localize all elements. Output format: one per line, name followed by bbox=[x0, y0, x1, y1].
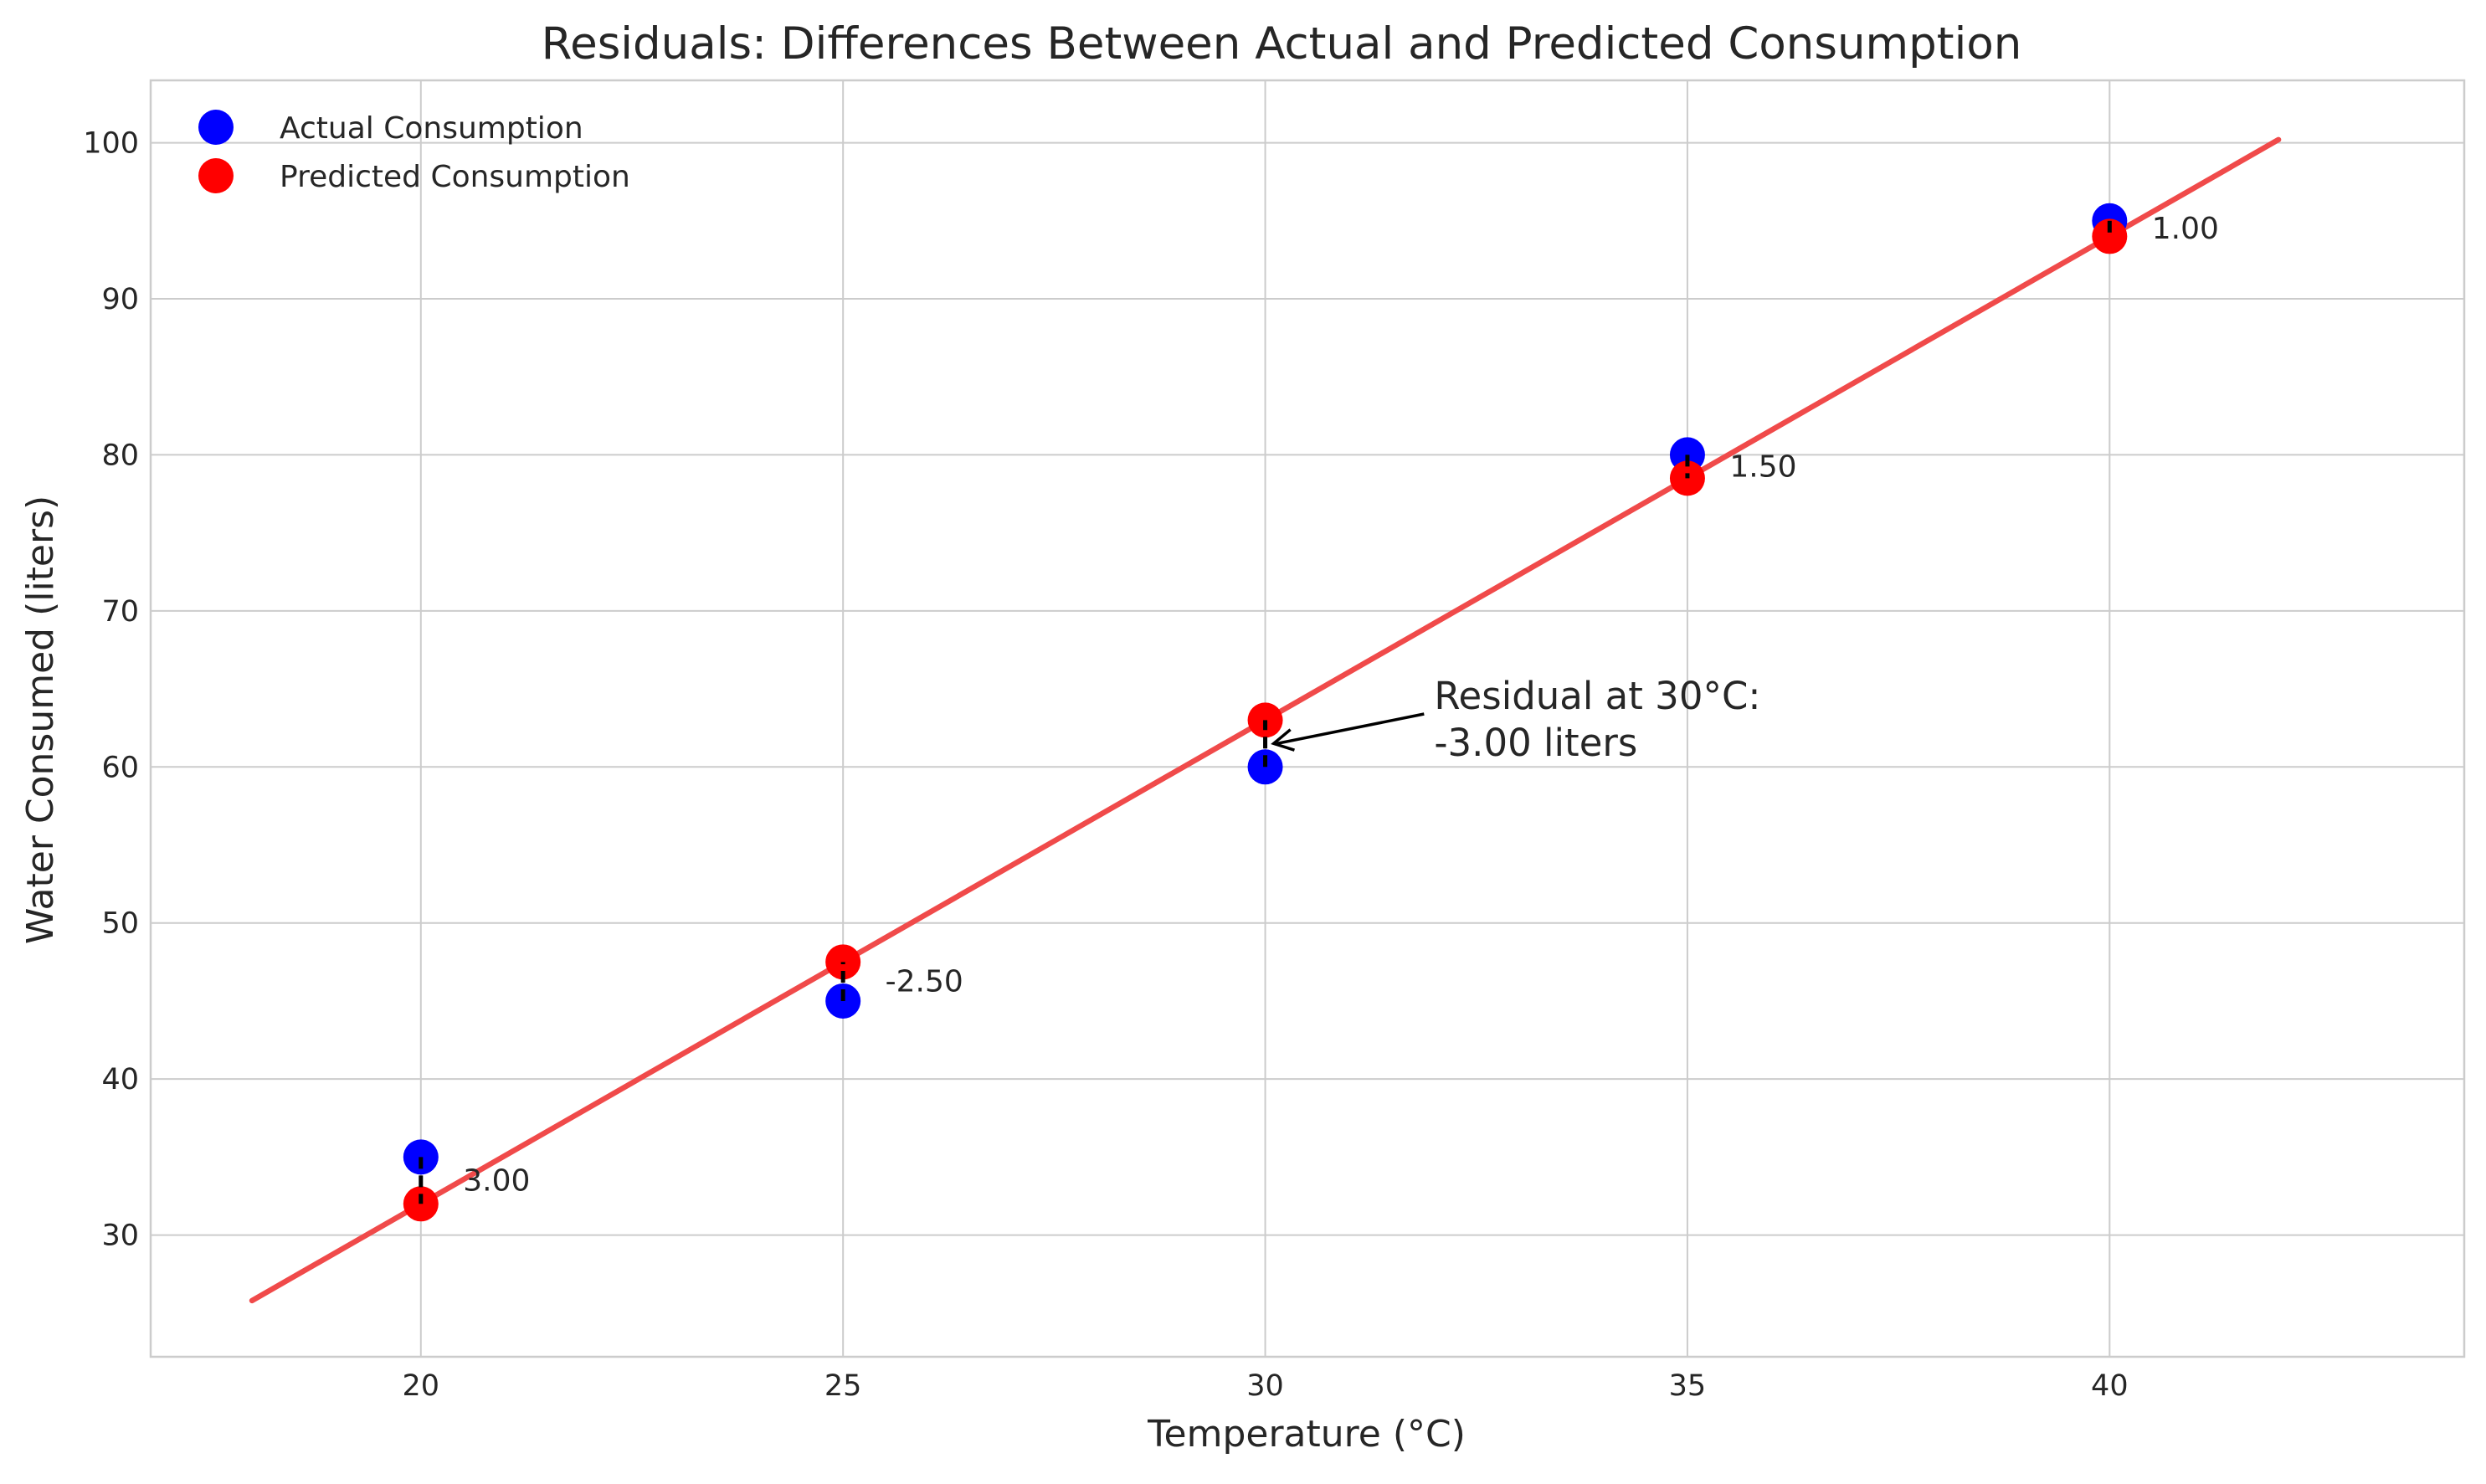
legend-label-predicted: Predicted Consumption bbox=[280, 160, 630, 194]
legend-marker-actual bbox=[198, 110, 234, 145]
x-axis-label: Temperature (°C) bbox=[1147, 1413, 1466, 1456]
y-tick-label: 90 bbox=[101, 283, 139, 316]
legend-label-actual: Actual Consumption bbox=[280, 111, 583, 146]
y-tick-label: 70 bbox=[101, 595, 139, 629]
residual-label: 1.50 bbox=[1729, 449, 1796, 484]
y-tick-label: 100 bbox=[83, 127, 139, 161]
y-tick-label: 60 bbox=[101, 751, 139, 784]
y-axis-label: Water Consumed (liters) bbox=[19, 496, 62, 944]
y-tick-label: 40 bbox=[101, 1063, 139, 1096]
annotation-line: Residual at 30°C: bbox=[1434, 674, 1760, 718]
residual-label: -2.50 bbox=[886, 965, 963, 999]
annotation-line: -3.00 liters bbox=[1434, 721, 1637, 765]
residual-label: 3.00 bbox=[463, 1163, 530, 1198]
legend-marker-predicted bbox=[198, 158, 234, 193]
annotation-text: Residual at 30°C: -3.00 liters bbox=[1434, 674, 1760, 765]
annotation-arrow-head bbox=[1271, 728, 1295, 752]
chart-title: Residuals: Differences Between Actual an… bbox=[542, 18, 2022, 69]
residual-layer: 3.00 -2.50 1.50 1.00 bbox=[419, 212, 2219, 1204]
y-tick-label: 80 bbox=[101, 439, 139, 472]
x-tick-label: 35 bbox=[1669, 1369, 1707, 1403]
y-tick-label: 50 bbox=[101, 907, 139, 941]
axes-layer: 20 25 30 35 40 30 40 50 60 70 80 90 100 bbox=[83, 79, 2466, 1403]
x-tick-label: 25 bbox=[824, 1369, 862, 1403]
annotation-arrow-shaft bbox=[1276, 712, 1425, 746]
predicted-point bbox=[2092, 218, 2128, 254]
x-tick-label: 40 bbox=[2091, 1369, 2129, 1403]
x-tick-label: 20 bbox=[403, 1369, 440, 1403]
legend: Actual Consumption Predicted Consumption bbox=[198, 110, 630, 194]
y-tick-label: 30 bbox=[101, 1220, 139, 1253]
annotation-layer: Residual at 30°C: -3.00 liters bbox=[1271, 674, 1761, 765]
plot-frame bbox=[149, 79, 2466, 1358]
residual-label: 1.00 bbox=[2152, 212, 2219, 246]
x-tick-label: 30 bbox=[1246, 1369, 1284, 1403]
grid-layer bbox=[151, 80, 2464, 1357]
